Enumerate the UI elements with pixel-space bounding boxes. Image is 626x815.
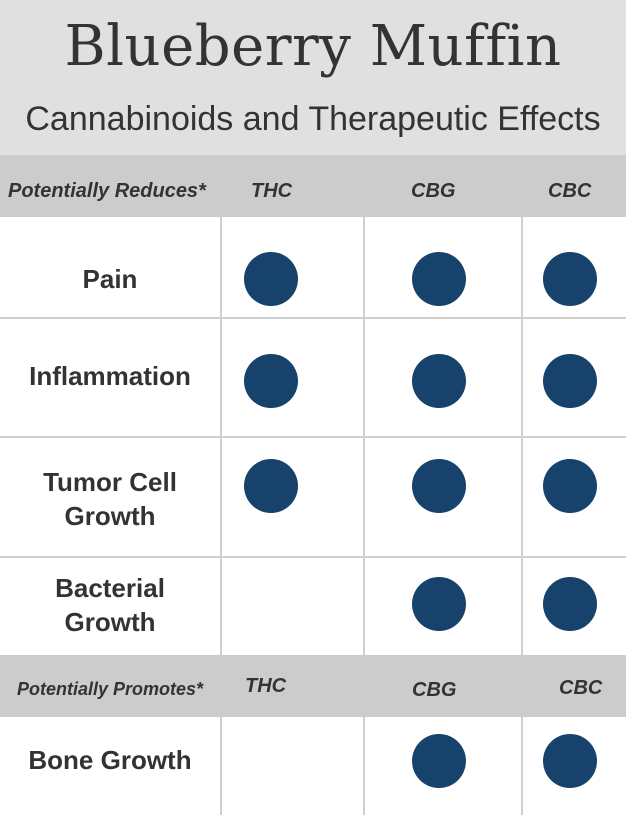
grid-line-horizontal [0,436,626,438]
grid-line-horizontal [0,556,626,558]
section-header-promotes: Potentially Promotes* THC CBG CBC [0,655,626,717]
marker-cbc-inflammation [543,354,597,408]
column-label-cbc: CBC [548,180,592,202]
chart-title: Blueberry Muffin [64,14,562,79]
row-label-tumor-cell-growth: Tumor Cell Growth [43,467,177,531]
section-label-promotes: Potentially Promotes* [17,679,204,699]
row-label-pain: Pain [82,264,138,294]
section-label-reduces: Potentially Reduces* [8,180,206,202]
marker-cbg-bacterial-growth [412,577,466,631]
marker-cbg-inflammation [412,354,466,408]
marker-cbg-bone-growth [412,734,466,788]
column-label-cbg: CBG [411,180,456,202]
marker-cbg-tumor-cell-growth [412,459,466,513]
marker-thc-inflammation [244,354,298,408]
grid-line-vertical [220,717,222,815]
grid-line-horizontal [0,317,626,319]
marker-cbc-bone-growth [543,734,597,788]
chart-subtitle: Cannabinoids and Therapeutic Effects [25,100,601,138]
section-header-reduces: Potentially Reduces* THC CBG CBC [0,155,626,217]
marker-thc-pain [244,252,298,306]
column-label-thc-promotes: THC [245,675,287,697]
marker-cbc-tumor-cell-growth [543,459,597,513]
marker-cbg-pain [412,252,466,306]
marker-thc-tumor-cell-growth [244,459,298,513]
row-label-bacterial-growth: Bacterial Growth [55,573,165,637]
row-label-bone-growth: Bone Growth [28,745,192,775]
chart-header: Blueberry Muffin Cannabinoids and Therap… [0,0,626,155]
grid-line-vertical [363,717,365,815]
marker-cbc-pain [543,252,597,306]
marker-cbc-bacterial-growth [543,577,597,631]
grid-line-vertical [521,717,523,815]
row-label-inflammation: Inflammation [29,361,191,391]
column-label-cbg-promotes: CBG [412,679,457,701]
column-label-cbc-promotes: CBC [559,677,603,699]
column-label-thc: THC [251,180,293,202]
